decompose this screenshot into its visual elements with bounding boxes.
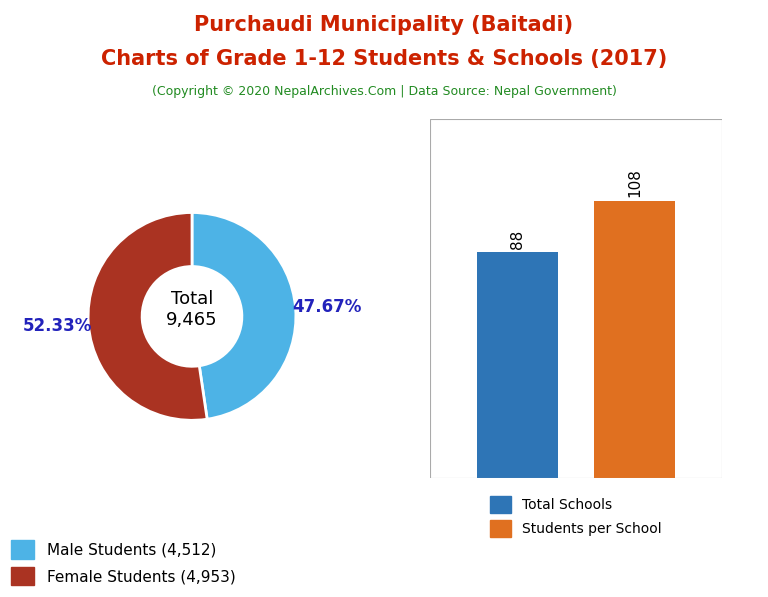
Text: 52.33%: 52.33%	[22, 317, 92, 336]
Text: Charts of Grade 1-12 Students & Schools (2017): Charts of Grade 1-12 Students & Schools …	[101, 49, 667, 69]
Text: 88: 88	[510, 229, 525, 248]
Wedge shape	[88, 213, 207, 420]
Text: Total
9,465: Total 9,465	[166, 290, 218, 328]
Legend: Total Schools, Students per School: Total Schools, Students per School	[485, 490, 667, 542]
Text: 108: 108	[627, 168, 642, 198]
Wedge shape	[192, 213, 296, 419]
Legend: Male Students (4,512), Female Students (4,953): Male Students (4,512), Female Students (…	[5, 534, 241, 592]
Bar	[477, 253, 558, 478]
Text: 47.67%: 47.67%	[292, 297, 362, 316]
Text: Purchaudi Municipality (Baitadi): Purchaudi Municipality (Baitadi)	[194, 15, 574, 35]
Text: (Copyright © 2020 NepalArchives.Com | Data Source: Nepal Government): (Copyright © 2020 NepalArchives.Com | Da…	[151, 85, 617, 98]
Bar	[430, 119, 722, 478]
Bar	[594, 201, 675, 478]
